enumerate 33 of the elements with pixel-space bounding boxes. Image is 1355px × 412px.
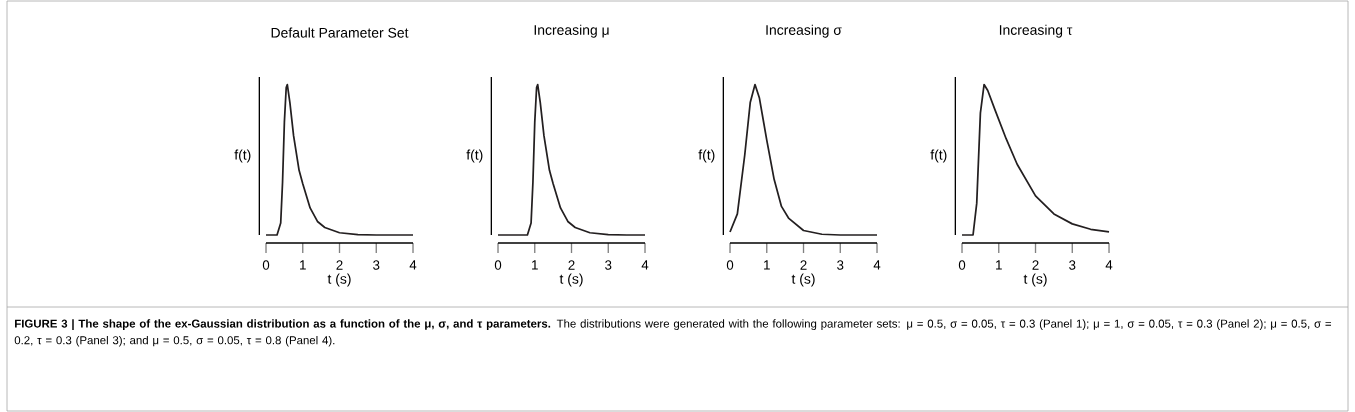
x-tick-label: 2 bbox=[568, 260, 575, 270]
x-tick-label: 4 bbox=[641, 260, 649, 270]
x-tick-label: 1 bbox=[996, 260, 1002, 270]
x-axis-title: t (s) bbox=[1023, 273, 1047, 287]
x-tick-label: 4 bbox=[873, 260, 881, 270]
y-axis-title: f(t) bbox=[234, 149, 251, 163]
x-tick-label: 3 bbox=[837, 260, 844, 270]
x-tick-label: 2 bbox=[336, 260, 343, 270]
x-tick-label: 4 bbox=[409, 260, 417, 270]
chart-title: Increasing τ bbox=[999, 24, 1073, 38]
chart-title: Increasing μ bbox=[534, 24, 609, 38]
x-tick-label: 3 bbox=[373, 260, 380, 270]
x-axis-title: t (s) bbox=[327, 273, 351, 287]
x-tick-label: 2 bbox=[800, 260, 807, 270]
x-tick-label: 3 bbox=[1069, 260, 1076, 270]
chart-title: Increasing σ bbox=[766, 24, 842, 38]
x-tick-label: 4 bbox=[1105, 260, 1113, 270]
x-tick-label: 1 bbox=[764, 260, 770, 270]
y-axis-title: f(t) bbox=[930, 149, 947, 163]
y-axis-title: f(t) bbox=[466, 149, 483, 163]
text: FIGURE 3 | The shape of the ex-Gaussian distribution as a function of the μ, σ, and τ parameters. The distributions were generated with the following parameter sets: μ = 0.5, σ = 0.05, τ = 0.3 (Panel 1); μ = 1, σ = 0.05, τ = 0.3 (Panel 2); μ = 0.5, σ = 0.2, τ = 0.3 (Panel 3); and μ = 0.5, σ = 0.05, τ = 0.8 (Panel 4). bbox=[14, 319, 1332, 347]
x-tick-label: 1 bbox=[532, 260, 538, 270]
y-axis-title: f(t) bbox=[698, 149, 715, 163]
x-tick-label: 3 bbox=[605, 260, 612, 270]
x-tick-label: 1 bbox=[300, 260, 306, 270]
x-tick-label: 0 bbox=[726, 260, 734, 270]
x-tick-label: 2 bbox=[1032, 260, 1039, 270]
x-axis-title: t (s) bbox=[559, 273, 583, 287]
x-axis-title: t (s) bbox=[791, 273, 815, 287]
x-tick-label: 0 bbox=[494, 260, 502, 270]
chart-title: Default Parameter Set bbox=[271, 27, 409, 38]
x-tick-label: 0 bbox=[262, 260, 270, 270]
x-tick-label: 0 bbox=[958, 260, 966, 270]
